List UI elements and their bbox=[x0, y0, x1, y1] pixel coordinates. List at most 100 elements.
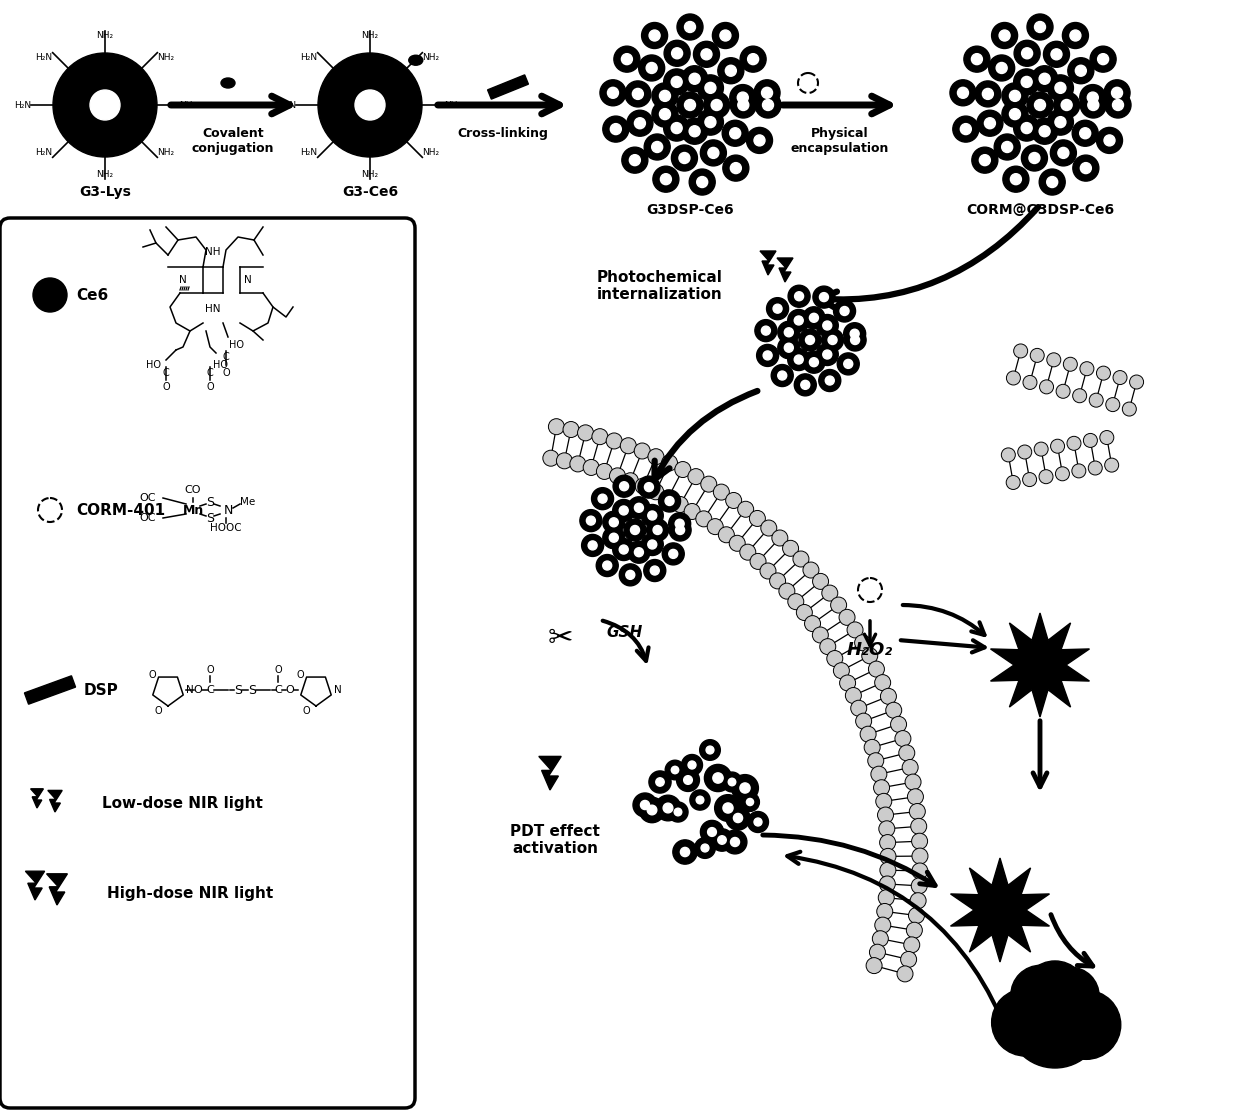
Circle shape bbox=[1112, 100, 1123, 111]
Polygon shape bbox=[539, 756, 562, 790]
Circle shape bbox=[630, 155, 640, 166]
Circle shape bbox=[635, 118, 645, 129]
Text: Physical
encapsulation: Physical encapsulation bbox=[791, 127, 889, 155]
Circle shape bbox=[733, 813, 743, 822]
Polygon shape bbox=[487, 75, 528, 100]
Circle shape bbox=[1084, 433, 1097, 447]
Circle shape bbox=[683, 776, 692, 784]
Circle shape bbox=[754, 80, 780, 105]
Text: NH₂: NH₂ bbox=[423, 53, 439, 62]
Circle shape bbox=[663, 115, 689, 141]
Circle shape bbox=[771, 530, 787, 545]
Circle shape bbox=[718, 526, 734, 543]
Circle shape bbox=[603, 512, 625, 533]
Circle shape bbox=[1089, 461, 1102, 475]
Circle shape bbox=[723, 155, 749, 181]
Circle shape bbox=[864, 739, 880, 755]
Circle shape bbox=[972, 147, 998, 174]
Circle shape bbox=[827, 651, 843, 666]
Circle shape bbox=[1047, 177, 1058, 187]
Circle shape bbox=[613, 500, 635, 522]
Circle shape bbox=[761, 326, 770, 335]
Circle shape bbox=[707, 519, 723, 534]
Circle shape bbox=[740, 46, 766, 72]
Circle shape bbox=[1023, 473, 1037, 486]
Circle shape bbox=[587, 516, 595, 525]
Circle shape bbox=[812, 573, 828, 589]
Circle shape bbox=[684, 21, 696, 32]
Circle shape bbox=[621, 54, 632, 65]
Ellipse shape bbox=[409, 55, 423, 65]
Circle shape bbox=[1114, 371, 1127, 384]
Circle shape bbox=[619, 506, 629, 515]
Circle shape bbox=[653, 525, 662, 534]
Circle shape bbox=[596, 464, 613, 479]
Circle shape bbox=[1013, 344, 1028, 358]
Circle shape bbox=[677, 15, 703, 40]
Circle shape bbox=[975, 81, 1001, 106]
Circle shape bbox=[600, 80, 626, 105]
Circle shape bbox=[988, 55, 1014, 81]
Text: NH₂: NH₂ bbox=[423, 148, 439, 157]
Circle shape bbox=[789, 286, 810, 307]
Circle shape bbox=[1003, 166, 1029, 193]
Circle shape bbox=[1055, 467, 1069, 480]
Circle shape bbox=[694, 838, 715, 858]
Text: Me: Me bbox=[241, 497, 255, 507]
Circle shape bbox=[1080, 362, 1094, 375]
Circle shape bbox=[1032, 119, 1058, 144]
Circle shape bbox=[1048, 109, 1074, 136]
Circle shape bbox=[1050, 140, 1076, 166]
Circle shape bbox=[729, 535, 745, 551]
Text: C: C bbox=[207, 368, 213, 379]
Circle shape bbox=[672, 496, 688, 513]
Polygon shape bbox=[25, 675, 76, 704]
Circle shape bbox=[708, 828, 717, 837]
Text: HOOC: HOOC bbox=[211, 523, 242, 533]
Circle shape bbox=[639, 55, 665, 81]
Circle shape bbox=[805, 616, 821, 632]
Circle shape bbox=[580, 510, 601, 532]
Circle shape bbox=[1039, 73, 1050, 84]
Text: C: C bbox=[223, 352, 229, 362]
Circle shape bbox=[652, 141, 662, 152]
Circle shape bbox=[1048, 75, 1074, 101]
Text: CORM-401: CORM-401 bbox=[76, 503, 165, 517]
Circle shape bbox=[903, 759, 918, 775]
Circle shape bbox=[1039, 469, 1053, 484]
Circle shape bbox=[728, 778, 735, 786]
Circle shape bbox=[725, 65, 737, 76]
Circle shape bbox=[578, 424, 594, 441]
Circle shape bbox=[799, 329, 821, 351]
Text: NH₂: NH₂ bbox=[157, 53, 175, 62]
Circle shape bbox=[1073, 120, 1099, 147]
Circle shape bbox=[619, 563, 641, 586]
Circle shape bbox=[874, 917, 890, 933]
Circle shape bbox=[1061, 100, 1073, 111]
Polygon shape bbox=[951, 858, 1049, 962]
Text: Mn: Mn bbox=[182, 504, 203, 516]
Circle shape bbox=[583, 459, 599, 476]
Circle shape bbox=[614, 46, 640, 72]
Circle shape bbox=[33, 278, 67, 312]
Circle shape bbox=[701, 476, 717, 492]
Circle shape bbox=[771, 364, 794, 386]
Circle shape bbox=[844, 329, 866, 351]
Circle shape bbox=[1052, 990, 1121, 1060]
Circle shape bbox=[755, 319, 777, 342]
Circle shape bbox=[879, 821, 895, 837]
Circle shape bbox=[620, 438, 636, 454]
Circle shape bbox=[843, 323, 866, 345]
Circle shape bbox=[697, 109, 723, 136]
Circle shape bbox=[756, 345, 779, 366]
Circle shape bbox=[701, 49, 712, 59]
Circle shape bbox=[854, 635, 870, 651]
Text: Low-dose NIR light: Low-dose NIR light bbox=[102, 796, 263, 811]
Circle shape bbox=[847, 622, 863, 638]
Circle shape bbox=[1056, 384, 1070, 399]
Circle shape bbox=[777, 371, 786, 380]
Text: O: O bbox=[296, 670, 305, 680]
Circle shape bbox=[704, 83, 715, 93]
Circle shape bbox=[677, 768, 699, 792]
Circle shape bbox=[992, 989, 1059, 1056]
